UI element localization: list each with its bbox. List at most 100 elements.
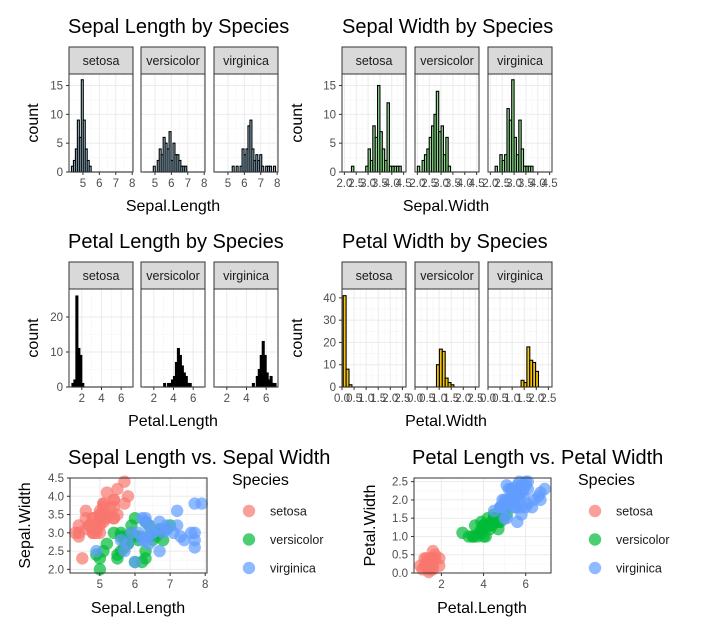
histogram-bar: [530, 165, 534, 173]
y-tick-label: 4.0: [48, 491, 64, 503]
y-tick-label: 2.0: [48, 564, 64, 576]
facet-label: setosa: [356, 269, 393, 283]
x-tick-label: 2.0: [336, 178, 352, 190]
scatter-point: [76, 552, 89, 565]
histogram-bar: [273, 165, 277, 173]
scatter-point: [500, 511, 513, 525]
facet-setosa: setosa 2 4 6: [68, 261, 134, 405]
x-tick-label: 7: [167, 579, 173, 591]
histogram-bar: [152, 165, 156, 173]
facet-strip: [68, 46, 134, 75]
facet-label: setosa: [83, 269, 120, 283]
x-tick-label: 4: [243, 393, 250, 405]
y-tick-label: 3.0: [48, 528, 64, 540]
y-tick-label: 0: [330, 382, 336, 394]
panel-background: [342, 289, 406, 387]
facet-versicolor: versicolor 0.00.51.01.52.02.5: [407, 261, 483, 405]
histogram-bar: [398, 165, 402, 173]
petal_scatter: Petal Length vs. Petal Width 2 4 6 0.0 0.5 1.0…: [362, 447, 670, 617]
x-tick-label: 4.0: [530, 178, 546, 190]
facet-label: versicolor: [146, 269, 200, 283]
y-tick-label: 0.5: [392, 550, 408, 562]
x-tick-label: 2.0: [382, 393, 398, 405]
facet-setosa: setosa 0.00.51.01.52.02.5: [334, 261, 410, 405]
scatter-point: [466, 530, 480, 543]
histogram-bar: [416, 165, 421, 173]
scatter-point: [177, 533, 191, 547]
x-tick-label: 2.5: [540, 393, 556, 405]
scatter-point: [135, 511, 149, 525]
histogram-bar: [494, 165, 499, 173]
y-tick-label: 10: [50, 109, 63, 121]
legend-label-setosa: setosa: [616, 505, 653, 519]
histogram-bar: [188, 382, 192, 388]
y-tick-label: 20: [50, 312, 63, 324]
y-tick-label: 1.0: [392, 531, 408, 543]
facet-virginica: virginica 2 4 6: [213, 261, 279, 405]
y-tick-label: 15: [50, 81, 63, 93]
legend-title: Species: [232, 472, 289, 489]
scatter-point: [139, 552, 152, 565]
x-tick-label: 3.0: [433, 178, 449, 190]
y-tick-label: 2.5: [48, 546, 64, 558]
x-tick-label: 7: [185, 178, 191, 190]
x-tick-label: 2.0: [528, 393, 544, 405]
y-axis-label: count: [25, 103, 42, 143]
x-tick-label: 0.0: [334, 393, 350, 405]
x-tick-label: 1.0: [504, 393, 520, 405]
x-tick-label: 8: [129, 178, 135, 190]
facet-label: virginica: [223, 269, 269, 283]
histogram-bar: [88, 165, 92, 173]
x-tick-label: 4.5: [396, 178, 412, 190]
x-tick-label: 4: [98, 393, 105, 405]
x-tick-label: 0.5: [492, 393, 508, 405]
x-tick-label: 4.5: [542, 178, 558, 190]
x-tick-label: 2.5: [421, 178, 437, 190]
x-tick-label: 4.0: [457, 178, 473, 190]
x-axis-label: Sepal.Width: [403, 198, 489, 215]
facet-virginica: virginica 5 6 7 8: [213, 46, 280, 190]
x-tick-label: 6: [168, 178, 174, 190]
x-tick-label: 4.5: [469, 178, 485, 190]
chart-title: Petal Length vs. Petal Width: [412, 447, 663, 469]
x-tick-label: 2.5: [394, 393, 410, 405]
panel-border: [487, 288, 553, 388]
x-tick-label: 6: [263, 393, 269, 405]
x-tick-label: 6: [96, 178, 102, 190]
panel-border: [414, 73, 480, 173]
facet-strip: [140, 261, 206, 290]
x-axis-label: Petal.Length: [128, 413, 218, 430]
series-setosa: [69, 475, 135, 565]
facet-label: versicolor: [420, 54, 474, 68]
legend-key-setosa: [242, 504, 256, 518]
scatter-point: [538, 482, 551, 496]
facet-strip: [341, 261, 407, 290]
panel-border: [487, 73, 553, 173]
chart-title: Sepal Length by Species: [68, 16, 289, 38]
x-tick-label: 8: [201, 178, 207, 190]
x-tick-label: 3.5: [372, 178, 388, 190]
x-tick-label: 0.0: [407, 393, 423, 405]
chart-title: Petal Length by Species: [68, 231, 284, 253]
facet-strip: [140, 46, 206, 75]
x-tick-label: 2: [224, 393, 230, 405]
x-tick-label: 2.5: [348, 178, 364, 190]
histogram-bar: [81, 382, 85, 388]
histogram-bar: [235, 165, 239, 173]
facet-strip: [213, 261, 279, 290]
sepal_width_hist: Sepal Width by Species 0 5 10 15 count Sepal.W…: [289, 16, 558, 215]
scatter-point: [86, 526, 100, 540]
facet-label: virginica: [497, 269, 543, 283]
histogram-bar: [231, 165, 235, 173]
y-axis-label: count: [25, 318, 42, 358]
facet-setosa: setosa 2.02.53.03.54.04.5: [336, 46, 412, 190]
scatter-point: [104, 501, 117, 514]
x-tick-label: 1.5: [443, 393, 459, 405]
histogram-bar: [261, 165, 265, 173]
x-tick-label: 3.0: [506, 178, 522, 190]
panel-border: [414, 288, 480, 388]
legend-label-versicolor: versicolor: [270, 533, 324, 547]
x-tick-label: 6: [190, 393, 196, 405]
y-tick-label: 2.5: [392, 477, 408, 489]
